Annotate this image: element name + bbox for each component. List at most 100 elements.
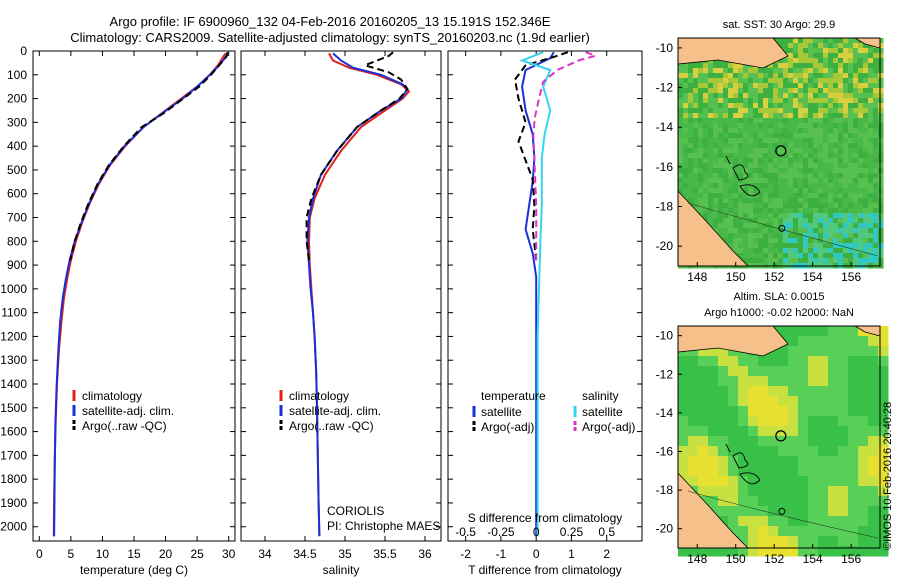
map-cell bbox=[838, 198, 844, 204]
map-cell bbox=[798, 83, 804, 89]
map-cell bbox=[738, 248, 744, 254]
map-cell bbox=[878, 38, 884, 44]
map-cell bbox=[793, 73, 799, 79]
map-cell bbox=[843, 238, 849, 244]
map-cell bbox=[813, 243, 819, 249]
map-cell bbox=[878, 213, 884, 219]
map-cell bbox=[823, 63, 829, 69]
map-cell bbox=[788, 336, 799, 347]
map-cell bbox=[728, 238, 734, 244]
map-cell bbox=[828, 496, 839, 507]
map-cell bbox=[738, 546, 749, 557]
map-cell bbox=[878, 148, 884, 154]
map-cell bbox=[818, 526, 829, 537]
map-cell bbox=[783, 108, 789, 114]
map-cell bbox=[743, 198, 749, 204]
map-cell bbox=[803, 163, 809, 169]
map-cell bbox=[798, 476, 809, 487]
map-cell bbox=[858, 113, 864, 119]
map-cell bbox=[858, 213, 864, 219]
map-cell bbox=[763, 88, 769, 94]
map-cell bbox=[863, 173, 869, 179]
map-cell bbox=[838, 113, 844, 119]
map-cell bbox=[858, 248, 864, 254]
map-cell bbox=[868, 436, 879, 447]
map-cell bbox=[798, 396, 809, 407]
map-cell bbox=[738, 73, 744, 79]
map-cell bbox=[728, 113, 734, 119]
map-cell bbox=[848, 218, 854, 224]
map-cell bbox=[758, 198, 764, 204]
map-cell bbox=[773, 213, 779, 219]
map-x-tick-label: 148 bbox=[687, 270, 707, 284]
y-tick-label: 1500 bbox=[0, 401, 27, 415]
map-cell bbox=[853, 88, 859, 94]
map-cell bbox=[773, 223, 779, 229]
map-cell bbox=[688, 78, 694, 84]
map-cell bbox=[818, 118, 824, 124]
map-cell bbox=[688, 356, 699, 367]
map-cell bbox=[733, 83, 739, 89]
map-cell bbox=[763, 163, 769, 169]
map-cell bbox=[718, 158, 724, 164]
map-cell bbox=[683, 108, 689, 114]
map-cell bbox=[748, 123, 754, 129]
y-tick-label: 1300 bbox=[0, 353, 27, 367]
map-cell bbox=[878, 233, 884, 239]
map-cell bbox=[818, 73, 824, 79]
map-cell bbox=[778, 436, 789, 447]
map-cell bbox=[723, 223, 729, 229]
map-cell bbox=[858, 43, 864, 49]
map-cell bbox=[683, 153, 689, 159]
y-tick-label: 1100 bbox=[1, 306, 27, 320]
map-cell bbox=[683, 143, 689, 149]
map-cell bbox=[688, 118, 694, 124]
map-cell bbox=[803, 258, 809, 264]
map-cell bbox=[778, 243, 784, 249]
map-cell bbox=[763, 118, 769, 124]
map-cell bbox=[878, 133, 884, 139]
map-cell bbox=[853, 38, 859, 44]
map-cell bbox=[833, 43, 839, 49]
map-cell bbox=[863, 78, 869, 84]
map-cell bbox=[748, 416, 759, 427]
map-cell bbox=[808, 386, 819, 397]
map-cell bbox=[838, 228, 844, 234]
map-cell bbox=[683, 188, 689, 194]
map-cell bbox=[773, 188, 779, 194]
map-cell bbox=[848, 103, 854, 109]
T-tick-label: 0 bbox=[533, 547, 540, 561]
map-cell bbox=[818, 103, 824, 109]
map-cell bbox=[848, 476, 859, 487]
map-cell bbox=[738, 406, 749, 417]
map-cell bbox=[708, 466, 719, 477]
map-cell bbox=[778, 258, 784, 264]
map-cell bbox=[728, 188, 734, 194]
map-cell bbox=[748, 223, 754, 229]
map-cell bbox=[688, 386, 699, 397]
map-cell bbox=[723, 188, 729, 194]
map-cell bbox=[863, 218, 869, 224]
map-cell bbox=[758, 366, 769, 377]
map-cell bbox=[783, 153, 789, 159]
map-cell bbox=[803, 133, 809, 139]
map-cell bbox=[818, 198, 824, 204]
map-cell bbox=[808, 248, 814, 254]
series-line-3 bbox=[532, 51, 599, 261]
map-cell bbox=[858, 253, 864, 259]
map-cell bbox=[693, 83, 699, 89]
map-cell bbox=[718, 173, 724, 179]
map-cell bbox=[823, 118, 829, 124]
map-cell bbox=[803, 173, 809, 179]
map-cell bbox=[778, 103, 784, 109]
map-cell bbox=[823, 168, 829, 174]
map-x-tick-label: 148 bbox=[687, 552, 707, 566]
map-cell bbox=[878, 546, 889, 557]
map-cell bbox=[803, 63, 809, 69]
map-cell bbox=[878, 93, 884, 99]
map-cell bbox=[718, 203, 724, 209]
map-cell bbox=[868, 346, 879, 357]
map-cell bbox=[753, 83, 759, 89]
